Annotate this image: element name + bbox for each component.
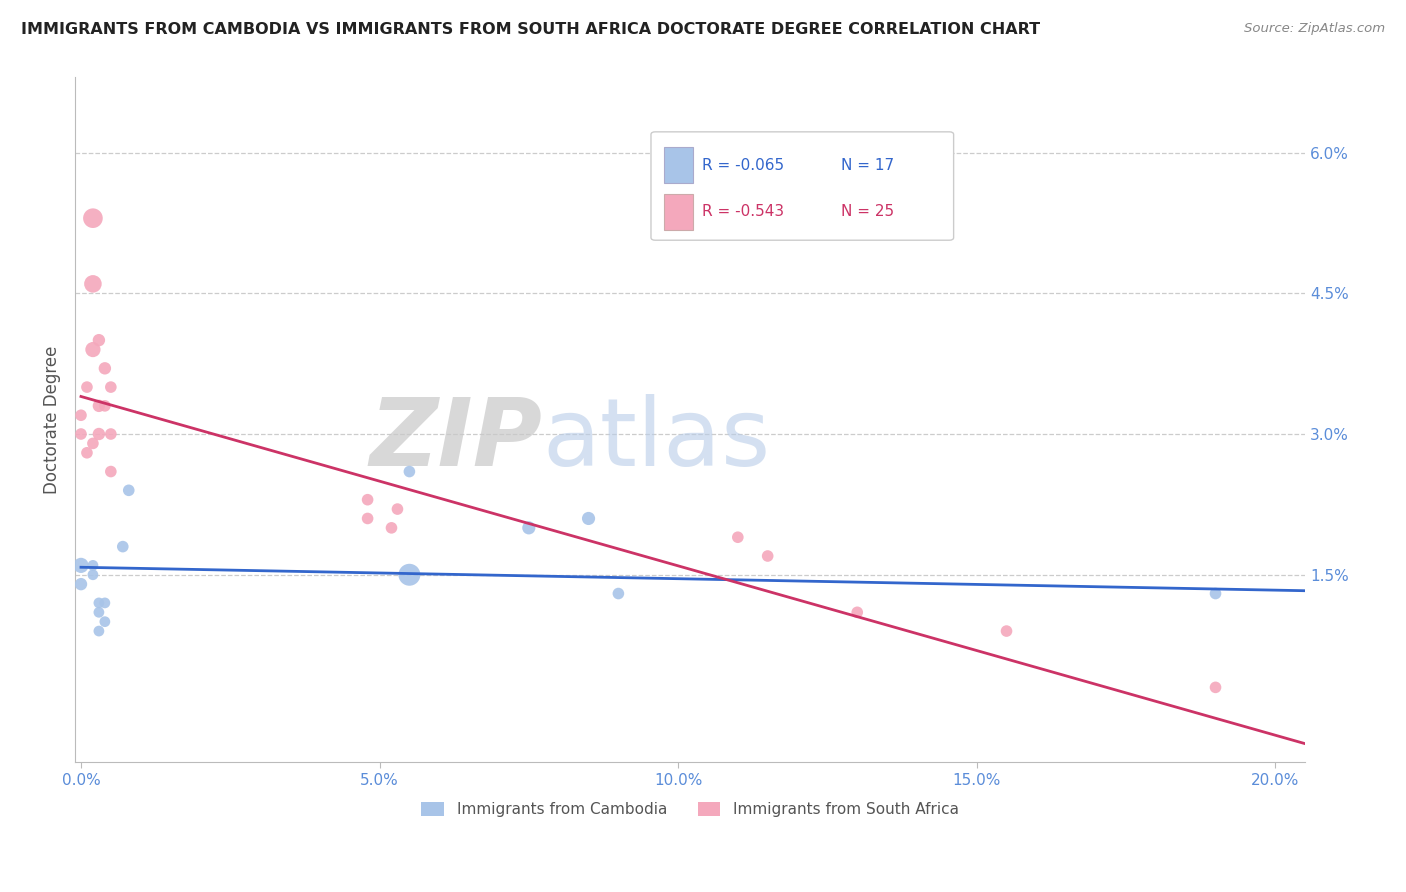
Point	[1205, 586, 1227, 600]
Text: R = -0.065: R = -0.065	[702, 158, 785, 173]
Point	[87, 624, 110, 638]
Point	[100, 380, 122, 394]
Point	[87, 427, 110, 442]
Legend: Immigrants from Cambodia, Immigrants from South Africa: Immigrants from Cambodia, Immigrants fro…	[415, 796, 965, 823]
Text: IMMIGRANTS FROM CAMBODIA VS IMMIGRANTS FROM SOUTH AFRICA DOCTORATE DEGREE CORREL: IMMIGRANTS FROM CAMBODIA VS IMMIGRANTS F…	[21, 22, 1040, 37]
Point	[727, 530, 749, 544]
Text: N = 17: N = 17	[841, 158, 894, 173]
Text: atlas: atlas	[543, 394, 770, 486]
Point	[82, 343, 104, 357]
Point	[118, 483, 141, 498]
Point	[100, 465, 122, 479]
Point	[607, 586, 630, 600]
Text: ZIP: ZIP	[370, 394, 543, 486]
Point	[87, 605, 110, 619]
Point	[111, 540, 134, 554]
Point	[1205, 681, 1227, 695]
Point	[70, 427, 93, 442]
Point	[82, 558, 104, 573]
Text: R = -0.543: R = -0.543	[702, 204, 785, 219]
Point	[94, 399, 117, 413]
Point	[70, 409, 93, 423]
Point	[356, 492, 378, 507]
Point	[82, 211, 104, 226]
Point	[94, 596, 117, 610]
Point	[398, 567, 420, 582]
Point	[94, 615, 117, 629]
Point	[995, 624, 1018, 638]
Point	[87, 333, 110, 347]
Point	[70, 558, 93, 573]
Point	[398, 465, 420, 479]
Text: Source: ZipAtlas.com: Source: ZipAtlas.com	[1244, 22, 1385, 36]
Y-axis label: Doctorate Degree: Doctorate Degree	[44, 346, 60, 494]
Point	[87, 596, 110, 610]
Point	[387, 502, 409, 516]
Point	[578, 511, 600, 525]
Point	[100, 427, 122, 442]
Point	[87, 399, 110, 413]
Point	[517, 521, 540, 535]
Point	[380, 521, 402, 535]
Point	[82, 436, 104, 450]
Point	[82, 277, 104, 291]
Point	[94, 361, 117, 376]
Point	[76, 380, 98, 394]
Text: N = 25: N = 25	[841, 204, 894, 219]
Point	[82, 567, 104, 582]
Point	[846, 605, 869, 619]
Point	[756, 549, 779, 563]
Point	[70, 577, 93, 591]
Point	[76, 446, 98, 460]
Point	[356, 511, 378, 525]
